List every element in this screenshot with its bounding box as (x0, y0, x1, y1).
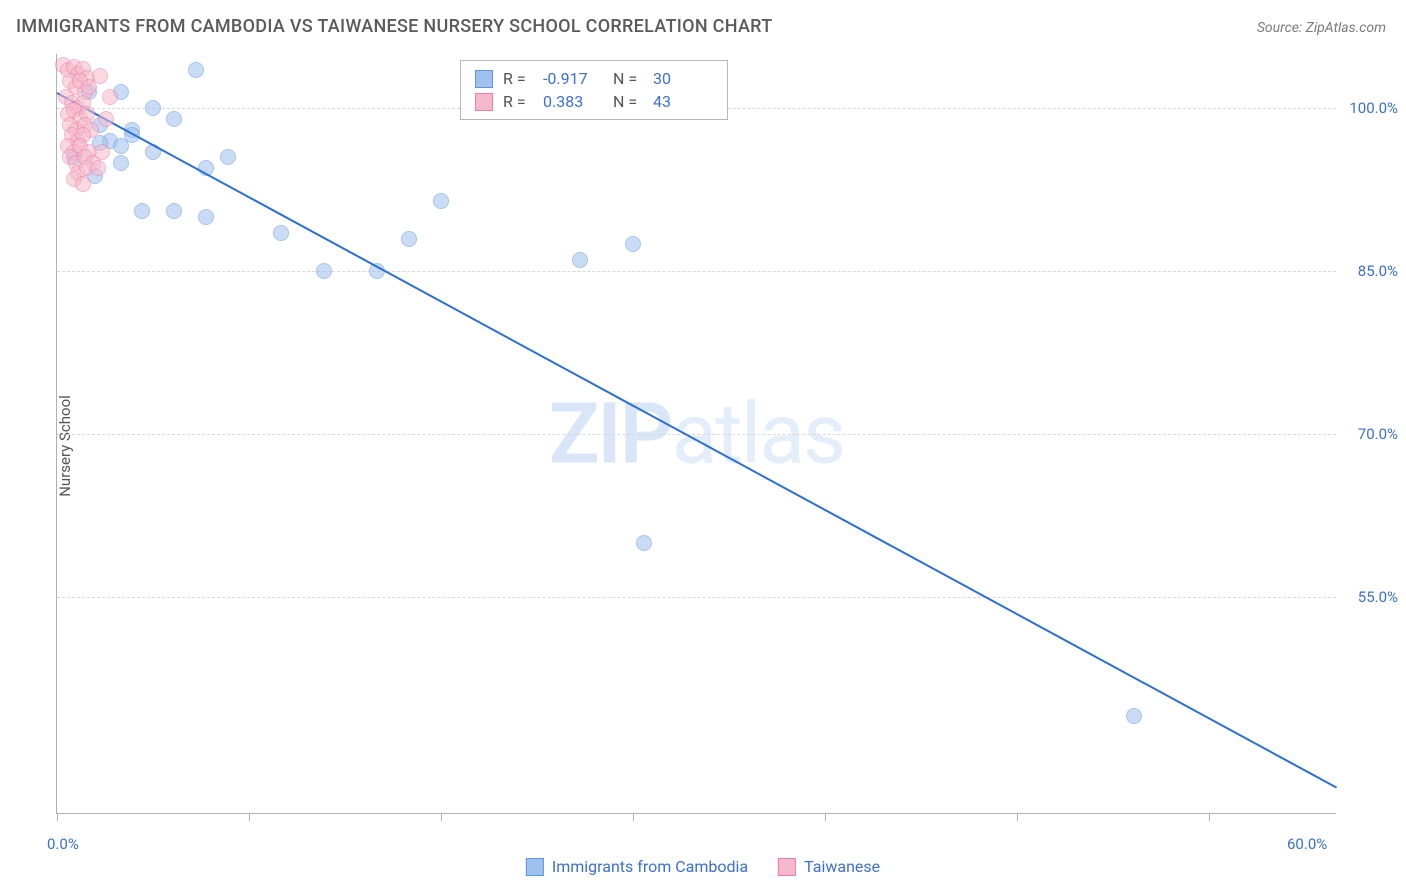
scatter-point-cambodia (273, 225, 289, 241)
chart-container: IMMIGRANTS FROM CAMBODIA VS TAIWANESE NU… (0, 0, 1406, 892)
stat-legend-row: R = -0.917 N = 30 (475, 67, 713, 90)
source-credit: Source: ZipAtlas.com (1257, 20, 1386, 36)
x-tick-label: 60.0% (1287, 835, 1327, 853)
stat-label-r: R = (503, 69, 533, 88)
bottom-legend-item-cambodia: Immigrants from Cambodia (526, 857, 748, 876)
scatter-point-cambodia (220, 149, 236, 165)
scatter-point-cambodia (188, 62, 204, 78)
plot-area: ZIPatlas 55.0%70.0%85.0%100.0%0.0%60.0% (56, 54, 1336, 814)
scatter-point-cambodia (625, 236, 641, 252)
y-tick-label: 70.0% (1358, 425, 1398, 443)
scatter-point-taiwanese (75, 176, 91, 192)
x-tick-mark (249, 813, 250, 821)
scatter-point-taiwanese (94, 144, 110, 160)
y-tick-label: 100.0% (1349, 99, 1398, 117)
scatter-point-cambodia (636, 535, 652, 551)
x-tick-mark (57, 813, 58, 821)
stat-value-n: 30 (653, 69, 713, 88)
gridline-horizontal (57, 434, 1336, 435)
stat-label-n: N = (613, 92, 643, 111)
scatter-point-cambodia (145, 100, 161, 116)
source-prefix: Source: (1257, 20, 1306, 36)
stat-legend-row: R = 0.383 N = 43 (475, 90, 713, 113)
scatter-point-cambodia (198, 209, 214, 225)
stat-legend: R = -0.917 N = 30 R = 0.383 N = 43 (460, 60, 728, 120)
scatter-point-cambodia (572, 252, 588, 268)
scatter-point-taiwanese (90, 160, 106, 176)
chart-title: IMMIGRANTS FROM CAMBODIA VS TAIWANESE NU… (16, 16, 772, 37)
y-tick-label: 85.0% (1358, 262, 1398, 280)
scatter-point-taiwanese (92, 68, 108, 84)
legend-swatch-cambodia (475, 70, 493, 88)
legend-label: Taiwanese (804, 857, 880, 876)
bottom-legend: Immigrants from Cambodia Taiwanese (526, 857, 880, 876)
gridline-horizontal (57, 271, 1336, 272)
stat-value-n: 43 (653, 92, 713, 111)
scatter-point-cambodia (1126, 708, 1142, 724)
x-tick-label: 0.0% (47, 835, 79, 853)
x-tick-mark (633, 813, 634, 821)
stat-value-r: 0.383 (543, 92, 603, 111)
legend-swatch-cambodia (526, 858, 544, 876)
regression-line-cambodia (57, 92, 1338, 789)
legend-label: Immigrants from Cambodia (552, 857, 748, 876)
scatter-point-taiwanese (102, 89, 118, 105)
y-tick-label: 55.0% (1358, 588, 1398, 606)
scatter-point-taiwanese (98, 111, 114, 127)
scatter-point-cambodia (166, 111, 182, 127)
x-tick-mark (1017, 813, 1018, 821)
stat-label-r: R = (503, 92, 533, 111)
scatter-point-cambodia (134, 203, 150, 219)
scatter-point-cambodia (433, 193, 449, 209)
scatter-point-cambodia (166, 203, 182, 219)
bottom-legend-item-taiwanese: Taiwanese (778, 857, 880, 876)
scatter-point-cambodia (113, 155, 129, 171)
x-tick-mark (441, 813, 442, 821)
legend-swatch-taiwanese (475, 93, 493, 111)
scatter-point-cambodia (401, 231, 417, 247)
stat-label-n: N = (613, 69, 643, 88)
stat-value-r: -0.917 (543, 69, 603, 88)
legend-swatch-taiwanese (778, 858, 796, 876)
gridline-horizontal (57, 597, 1336, 598)
scatter-point-cambodia (316, 263, 332, 279)
x-tick-mark (825, 813, 826, 821)
source-name: ZipAtlas.com (1306, 20, 1386, 36)
x-tick-mark (1209, 813, 1210, 821)
